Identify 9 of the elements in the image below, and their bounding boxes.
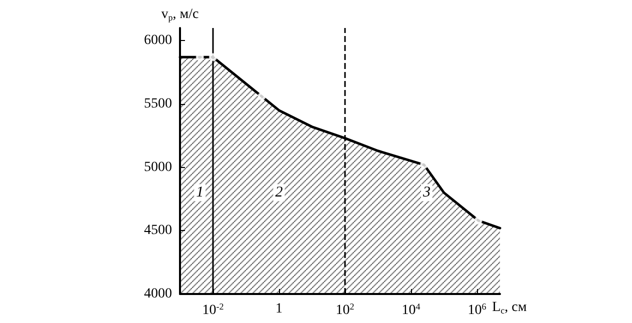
x-tick-label: 1 — [275, 302, 282, 316]
y-tick-label: 5000 — [144, 160, 172, 175]
y-tick-label: 4000 — [144, 286, 172, 302]
y-tick-label: 4500 — [144, 223, 172, 238]
annotation: 2 — [275, 184, 284, 201]
annotation: 3 — [422, 184, 430, 201]
y-tick-label: 6000 — [144, 33, 172, 48]
annotation: 1 — [196, 184, 204, 201]
y-tick-label: 5500 — [144, 96, 172, 112]
